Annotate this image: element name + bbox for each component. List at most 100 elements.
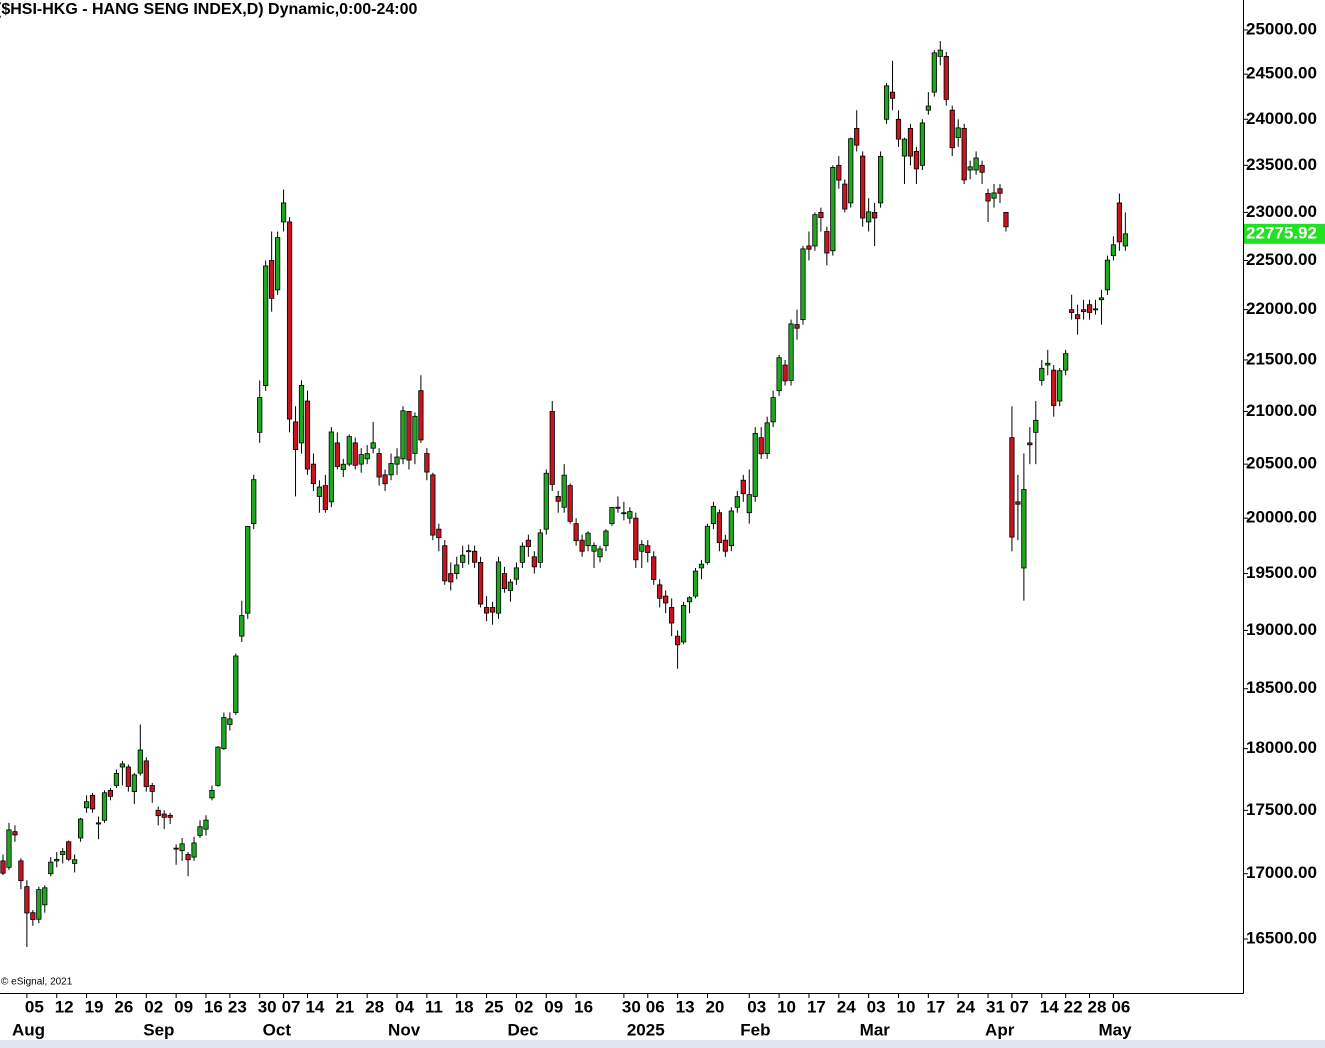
candle-body: [716, 512, 723, 543]
candle-body: [561, 474, 567, 508]
candle-body: [292, 421, 299, 450]
x-tick-label: 19: [85, 997, 104, 1016]
candle-body: [48, 861, 54, 875]
candle-body: [1098, 297, 1105, 301]
candle-body: [597, 548, 603, 558]
candle-body: [1110, 244, 1117, 257]
candle-body: [149, 785, 155, 792]
candle-body: [460, 554, 466, 563]
candle-body: [698, 563, 705, 569]
candle-body: [18, 860, 24, 882]
candle-body: [119, 763, 125, 768]
candle-body: [1069, 309, 1075, 313]
candle-body: [388, 463, 394, 476]
candle-body: [824, 231, 830, 254]
candle-body: [931, 52, 937, 93]
last-price-label: 22775.92: [1246, 223, 1317, 242]
candle-body: [436, 528, 442, 539]
candle-body: [776, 357, 782, 392]
candle-body: [991, 192, 997, 199]
y-tick-label: 21000.00: [1246, 401, 1317, 420]
x-tick-label: 18: [455, 997, 474, 1016]
candle-body: [1009, 437, 1015, 538]
candle-body: [161, 813, 167, 818]
candle-body: [746, 494, 752, 514]
candle-body: [125, 766, 131, 787]
candle-body: [376, 453, 382, 478]
candle-body: [573, 523, 579, 542]
candle-body: [24, 886, 30, 914]
candle-body: [842, 183, 848, 210]
candle-body: [901, 138, 908, 157]
candle-body: [812, 214, 818, 247]
candle-body: [155, 809, 161, 817]
candle-body: [340, 463, 346, 470]
candle-body: [663, 595, 669, 604]
candle-body: [866, 211, 872, 223]
candle-body: [651, 556, 657, 580]
y-tick-label: 23000.00: [1246, 202, 1317, 221]
x-tick-label: 22: [1064, 997, 1083, 1016]
x-tick-label: 17: [807, 997, 826, 1016]
candle-body: [322, 485, 328, 510]
candle-body: [788, 323, 794, 381]
candle-body: [1051, 369, 1057, 406]
y-tick-label: 25000.00: [1246, 19, 1317, 38]
candle-body: [394, 456, 400, 465]
candle-body: [609, 507, 615, 525]
candle-body: [12, 831, 18, 836]
x-month-label: Oct: [263, 1020, 292, 1039]
candle-body: [1122, 233, 1128, 247]
candle-body: [848, 138, 854, 204]
x-month-label: Apr: [985, 1020, 1015, 1039]
candle-body: [1021, 489, 1027, 569]
candle-body: [382, 474, 388, 485]
candle-body: [1063, 353, 1069, 371]
x-tick-label: 14: [305, 997, 324, 1016]
candle-body: [209, 789, 215, 799]
candle-body: [919, 122, 925, 166]
candle-body: [298, 384, 305, 444]
y-tick-label: 19500.00: [1246, 563, 1317, 582]
y-tick-label: 20000.00: [1246, 508, 1317, 527]
candle-body: [913, 151, 920, 170]
candle-body: [740, 479, 746, 495]
x-tick-label: 20: [705, 997, 724, 1016]
candle-body: [6, 829, 12, 868]
y-tick-label: 18000.00: [1246, 738, 1317, 757]
candle-body: [728, 510, 734, 547]
candle-body: [818, 212, 824, 219]
candle-body: [943, 55, 949, 100]
candle-body: [275, 237, 281, 291]
candle-body: [54, 858, 60, 862]
y-tick-label: 21500.00: [1246, 349, 1317, 368]
x-tick-label: 04: [395, 997, 414, 1016]
x-tick-label: 02: [514, 997, 533, 1016]
x-tick-label: 06: [1111, 997, 1130, 1016]
candle-body: [454, 564, 460, 574]
candle-body: [489, 607, 496, 613]
x-tick-label: 06: [646, 997, 665, 1016]
candle-body: [137, 749, 143, 774]
y-tick-label: 20500.00: [1246, 454, 1317, 473]
x-tick-label: 05: [25, 997, 44, 1016]
candle-body: [334, 442, 340, 467]
candle-body: [973, 157, 979, 171]
x-tick-label: 09: [174, 997, 193, 1016]
candle-body: [686, 597, 693, 603]
candle-body: [997, 188, 1003, 194]
x-tick-label: 10: [897, 997, 916, 1016]
candle-body: [1015, 501, 1021, 505]
candle-body: [328, 431, 334, 503]
x-tick-label: 02: [144, 997, 163, 1016]
candle-body: [501, 573, 508, 590]
candle-body: [531, 556, 537, 568]
x-month-label: Sep: [143, 1020, 174, 1039]
candle-body: [227, 718, 233, 725]
candle-body: [72, 859, 78, 864]
candle-body: [418, 390, 424, 441]
candle-body: [836, 164, 842, 181]
candle-body: [710, 506, 717, 525]
candle-body: [621, 512, 627, 515]
candle-body: [889, 91, 896, 99]
